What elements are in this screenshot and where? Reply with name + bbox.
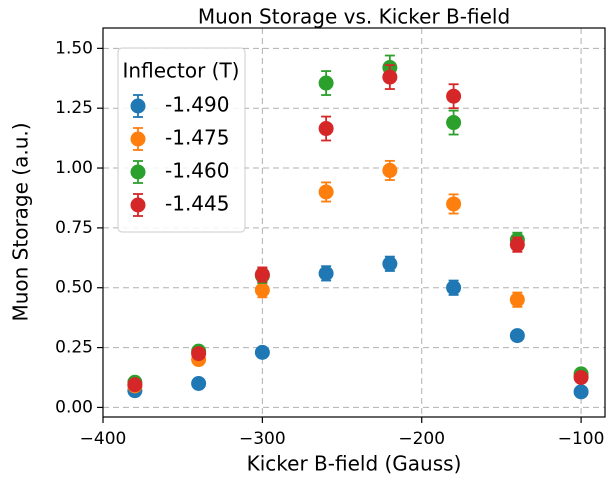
point <box>382 162 398 178</box>
y-tick-label: 1.25 <box>55 98 93 118</box>
point <box>382 256 398 272</box>
x-tick-label: −300 <box>239 429 286 449</box>
x-tick-label: −200 <box>398 429 445 449</box>
point <box>573 370 589 386</box>
point <box>318 75 334 91</box>
y-tick-label: 1.00 <box>55 158 93 178</box>
y-tick-label: 0.75 <box>55 218 93 238</box>
point <box>446 196 462 212</box>
legend-label: -1.460 <box>165 159 229 183</box>
point <box>446 88 462 104</box>
chart-title: Muon Storage vs. Kicker B-field <box>198 5 510 29</box>
y-tick-label: 0.00 <box>55 397 93 417</box>
point <box>446 115 462 131</box>
legend-title: Inflector (T) <box>123 59 240 83</box>
legend-label: -1.445 <box>165 192 229 216</box>
x-axis-label: Kicker B-field (Gauss) <box>247 452 462 476</box>
point <box>254 344 270 360</box>
point <box>254 282 270 298</box>
x-tick-label: −100 <box>558 429 605 449</box>
y-tick-label: 0.25 <box>55 338 93 358</box>
plot-frame <box>102 27 606 418</box>
point <box>191 375 207 391</box>
point <box>509 328 525 344</box>
point <box>127 377 143 393</box>
y-tick-label: 1.50 <box>55 38 93 58</box>
legend-label: -1.475 <box>165 126 229 150</box>
legend-marker <box>130 131 146 147</box>
point <box>509 237 525 253</box>
point <box>191 346 207 362</box>
legend-marker <box>130 197 146 213</box>
point <box>254 267 270 283</box>
legend-marker <box>130 164 146 180</box>
legend-box <box>117 47 246 233</box>
point <box>318 184 334 200</box>
point <box>573 384 589 400</box>
point <box>318 265 334 281</box>
legend-label: -1.490 <box>165 93 229 117</box>
y-axis-label: Muon Storage (a.u.) <box>9 122 33 321</box>
point <box>382 69 398 85</box>
point <box>318 121 334 137</box>
y-tick-label: 0.50 <box>55 278 93 298</box>
legend: Inflector (T) -1.490 -1.475 -1.460 -1.445 <box>117 47 246 233</box>
x-tick-label: −400 <box>80 429 127 449</box>
legend-marker <box>130 98 146 114</box>
point <box>509 292 525 308</box>
point <box>446 280 462 296</box>
